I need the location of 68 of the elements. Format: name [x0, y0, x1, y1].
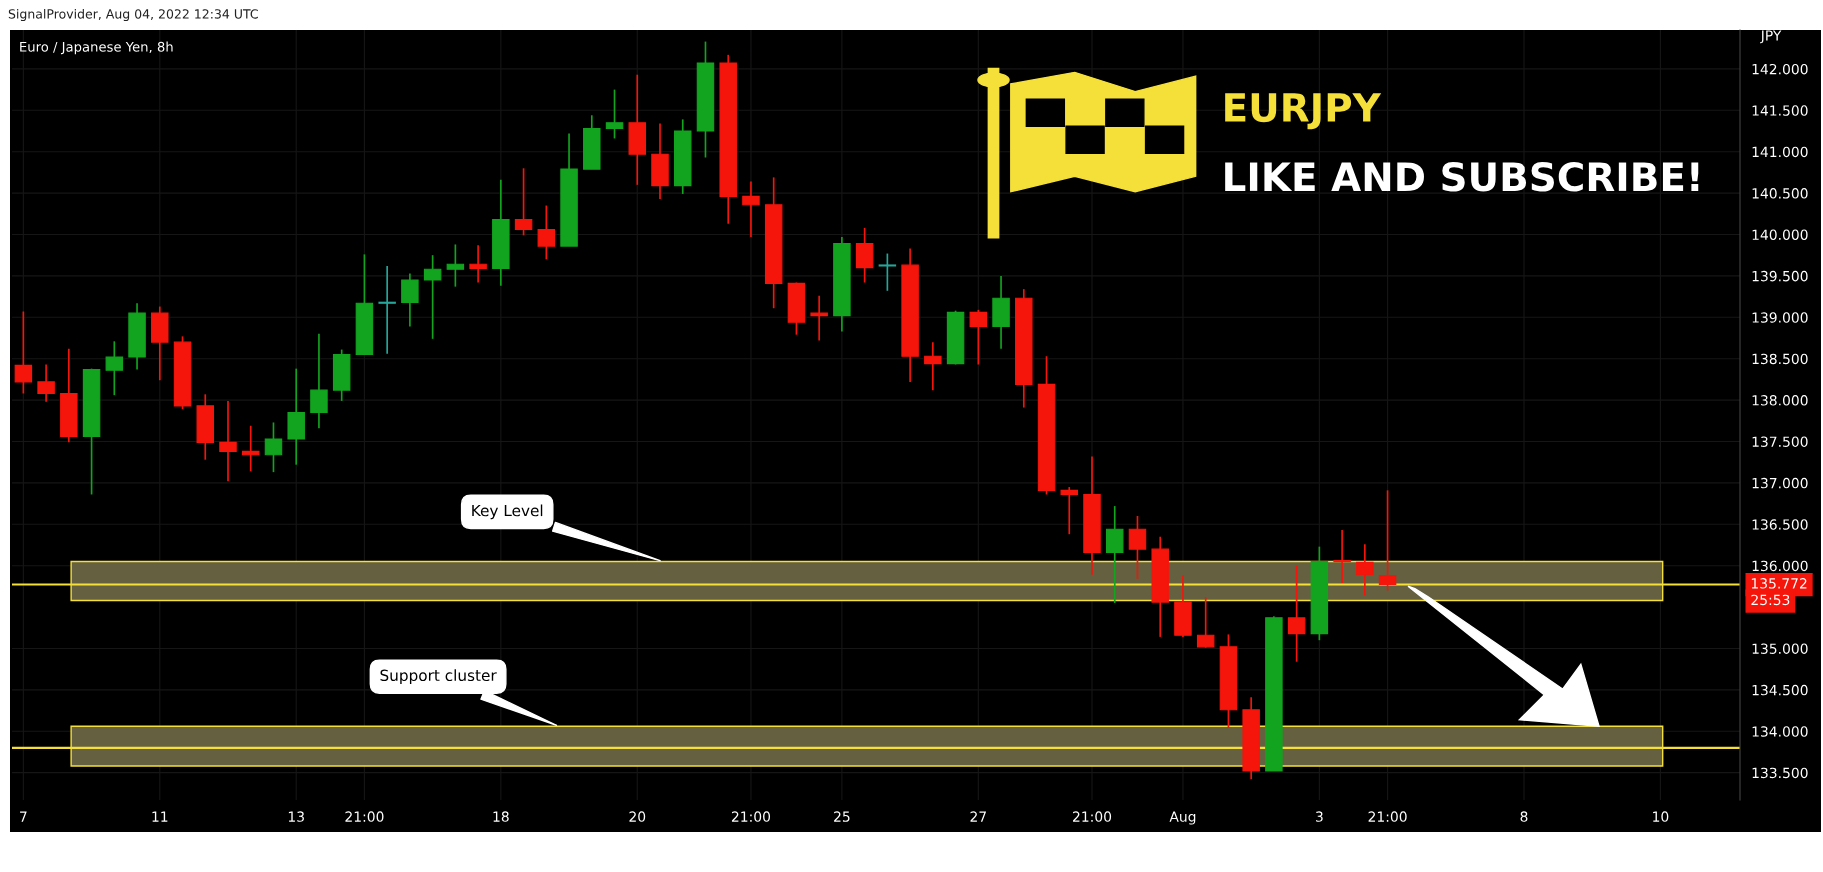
- x-tick-label: 18: [493, 811, 509, 822]
- y-tick-label: 134.000: [1752, 726, 1808, 737]
- candlestick: [423, 254, 442, 340]
- annotation: EURJPY: [1225, 93, 1382, 130]
- x-tick-label: 10: [1653, 811, 1669, 822]
- y-tick-label: 140.000: [1752, 229, 1808, 240]
- y-tick-label: 133.500: [1752, 767, 1808, 779]
- candlestick: [924, 341, 942, 391]
- x-tick-label: 25: [834, 811, 850, 822]
- candlestick: [605, 88, 624, 140]
- candlestick: [1378, 489, 1397, 592]
- y-tick-label: 139.000: [1752, 312, 1808, 323]
- band-label: Key Level: [472, 504, 543, 520]
- candlestick: [241, 424, 260, 473]
- text: 25:53: [1751, 594, 1790, 606]
- candlestick: [969, 309, 988, 366]
- y-tick-label: 135.000: [1752, 643, 1808, 654]
- candlestick: [264, 421, 283, 473]
- candlestick: [1105, 505, 1124, 604]
- x-tick-label: 11: [152, 811, 168, 822]
- y-tick-label: 138.000: [1752, 395, 1808, 406]
- candlestick: [514, 167, 533, 237]
- y-axis-title: JPY: [1760, 30, 1782, 44]
- annotation: LIKE AND SUBSCRIBE!: [1225, 162, 1699, 192]
- y-tick-label: 138.500: [1752, 353, 1808, 365]
- x-tick-label: 27: [970, 811, 986, 822]
- x-tick-label: 20: [629, 811, 646, 822]
- y-tick-label: 141.500: [1752, 105, 1808, 116]
- candlestick: [878, 252, 897, 292]
- candlestick: [537, 204, 556, 261]
- x-tick-label: 3: [1316, 811, 1323, 822]
- y-tick-label: 136.000: [1752, 560, 1808, 572]
- text: SignalProvider, Aug 04, 2022 12:34 UTC: [8, 8, 258, 22]
- candlestick: [1060, 486, 1079, 536]
- candlestick: [14, 310, 33, 395]
- candlestick: [1128, 515, 1147, 580]
- candlestick: [401, 272, 419, 328]
- ref-line-label: 135.772: [1751, 578, 1807, 589]
- y-tick-label: 140.500: [1752, 188, 1808, 199]
- candlestick: [446, 243, 465, 288]
- y-tick-label: 139.500: [1752, 270, 1808, 282]
- candlestick: [1333, 529, 1351, 584]
- candlestick: [1287, 564, 1306, 663]
- y-tick-label: 134.500: [1752, 684, 1808, 696]
- x-tick-label: 21:00: [1073, 811, 1112, 822]
- candlestick: [742, 180, 760, 238]
- x-tick-label: 13: [288, 811, 304, 822]
- y-tick-label: 136.500: [1752, 519, 1808, 530]
- y-tick-label: 137.500: [1752, 436, 1808, 447]
- x-tick-label: Aug: [1169, 811, 1196, 825]
- x-tick-label: 7: [20, 811, 27, 822]
- candlestick: [37, 363, 55, 403]
- band-label: Support cluster: [380, 669, 497, 685]
- y-tick-label: 137.000: [1752, 477, 1808, 489]
- candlestick: [1196, 596, 1215, 649]
- candlestick: [378, 265, 396, 355]
- x-tick-label: 21:00: [731, 811, 771, 822]
- x-tick-label: 8: [1520, 811, 1528, 822]
- candlestick: [469, 244, 487, 284]
- y-tick-label: 141.000: [1752, 146, 1808, 158]
- candlestick: [310, 333, 328, 430]
- candlestick: [1356, 543, 1374, 597]
- x-tick-label: 21:00: [345, 811, 384, 822]
- candlestick: [105, 340, 124, 396]
- text: Euro / Japanese Yen, 8h: [20, 41, 173, 55]
- x-tick-label: 21:00: [1368, 811, 1407, 822]
- candlestick: [219, 400, 237, 483]
- y-tick-label: 142.000: [1752, 63, 1808, 75]
